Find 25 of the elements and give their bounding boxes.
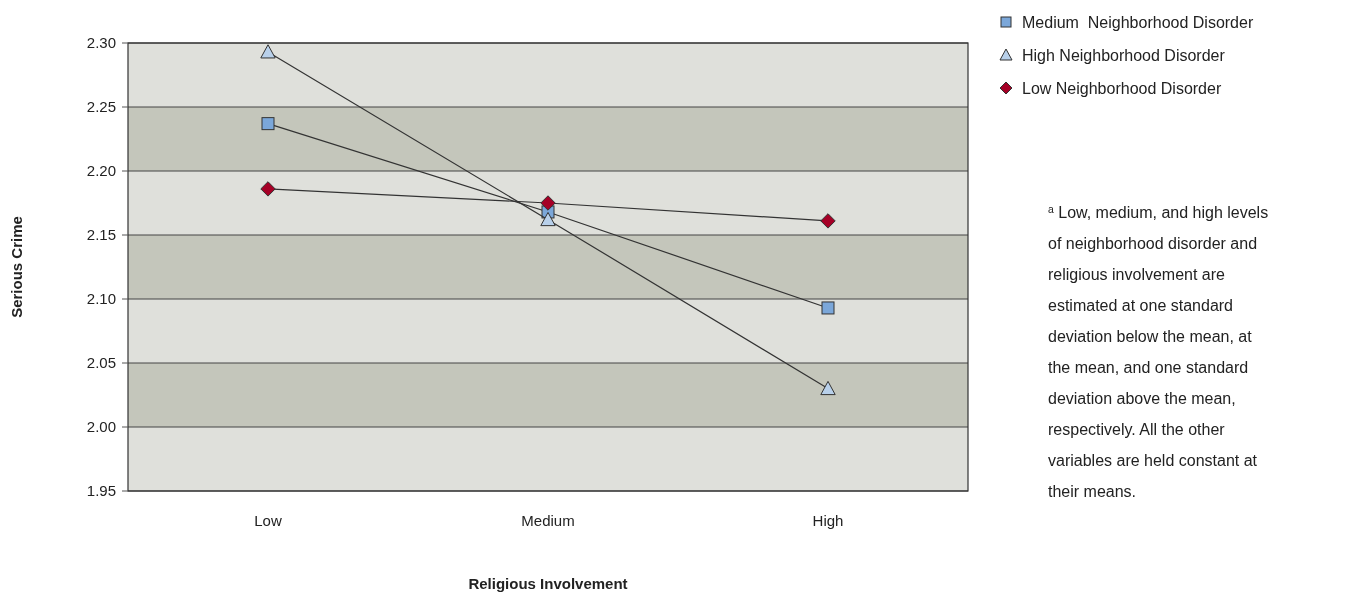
y-tick-label: 2.15 <box>86 226 116 244</box>
point <box>821 301 835 315</box>
point <box>540 195 556 211</box>
legend-label: High Neighborhood Disorder <box>1022 46 1226 64</box>
point <box>261 117 275 131</box>
text: $^{a}$ Low, medium, and high levels of neighborhood disorder and religious involvement are estimated at one standard deviation below the mean, at the mean, and one standard deviation above the mean, respectively. All the other variables are held constant at their means. <box>1048 203 1269 500</box>
y-tick-label: 1.95 <box>86 482 116 500</box>
y-tick-label: 2.30 <box>86 34 116 52</box>
y-tick-label: 2.25 <box>86 98 116 116</box>
legend-label: Low Neighborhood Disorder <box>1022 79 1222 97</box>
y-tick-label: 2.20 <box>86 162 116 180</box>
x-tick-label: High <box>812 512 844 530</box>
y-axis-title: Serious Crime <box>8 216 25 318</box>
point <box>260 44 276 59</box>
x-tick-label: Medium <box>521 512 575 530</box>
y-tick-label: 2.05 <box>86 354 116 372</box>
point <box>820 213 836 229</box>
x-axis-title: Religious Involvement <box>468 575 628 592</box>
point <box>260 181 276 197</box>
y-tick-label: 2.00 <box>86 418 116 436</box>
legend-label: Medium Neighborhood Disorder <box>1022 13 1254 31</box>
point <box>820 380 836 396</box>
point <box>540 211 556 227</box>
y-tick-label: 2.10 <box>86 290 116 308</box>
x-tick-label: Low <box>254 512 282 530</box>
